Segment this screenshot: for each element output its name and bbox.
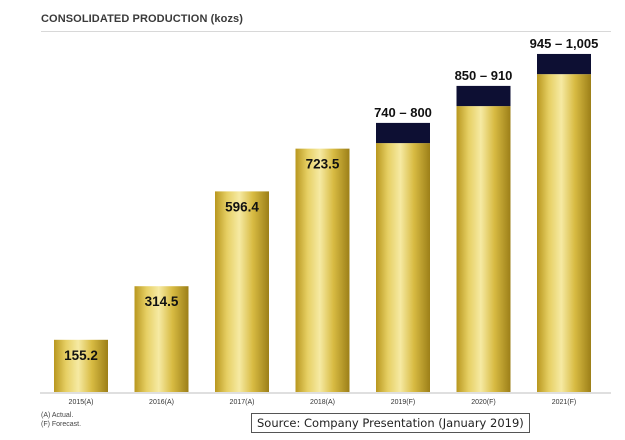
range-cap-2021(F)	[537, 53, 591, 75]
chart-title: CONSOLIDATED PRODUCTION (kozs)	[41, 13, 244, 25]
data-label-2018(A): 723.5	[306, 157, 340, 172]
range-cap-2019(F)	[376, 122, 430, 144]
data-label-2020(F): 850 – 910	[455, 68, 513, 83]
bar-2015(A)	[54, 339, 108, 392]
data-label-2019(F): 740 – 800	[374, 105, 432, 120]
bar-2020(F)	[456, 106, 511, 392]
x-tick-label: 2015(A)	[69, 399, 94, 406]
footnote-forecast: (F) Forecast.	[41, 421, 82, 428]
bar-2017(A)	[215, 191, 269, 392]
footnote-actual: (A) Actual.	[41, 412, 74, 419]
x-tick-label: 2018(A)	[310, 399, 335, 406]
x-tick-label: 2016(A)	[149, 399, 174, 406]
footnotes: (A) Actual. (F) Forecast.	[41, 411, 81, 429]
x-tick-label: 2019(F)	[391, 399, 416, 406]
bar-2019(F)	[376, 143, 430, 392]
data-label-2021(F): 945 – 1,005	[530, 36, 599, 51]
bar-2021(F)	[537, 74, 591, 393]
data-label-2017(A): 596.4	[225, 199, 259, 214]
title-divider	[41, 31, 611, 32]
range-cap-2020(F)	[456, 85, 511, 107]
x-tick-label: 2021(F)	[552, 399, 577, 406]
data-label-2016(A): 314.5	[145, 294, 179, 309]
bar-2018(A)	[295, 148, 350, 392]
bar-2016(A)	[134, 286, 189, 392]
x-tick-label: 2017(A)	[230, 399, 255, 406]
source-caption: Source: Company Presentation (January 20…	[251, 413, 530, 433]
x-tick-label: 2020(F)	[471, 399, 496, 406]
data-label-2015(A): 155.2	[64, 348, 98, 363]
